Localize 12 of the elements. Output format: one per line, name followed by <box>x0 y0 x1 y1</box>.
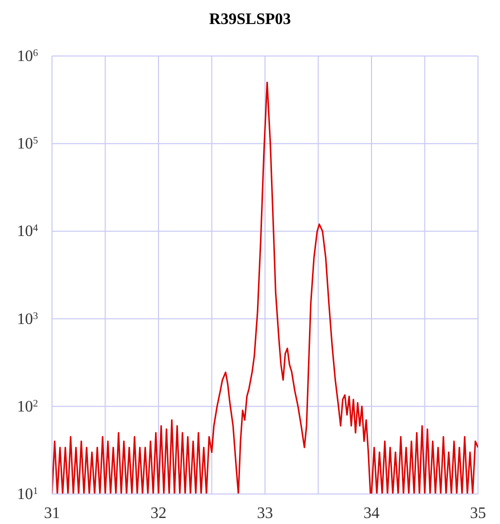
y-tick-label: 10$^{3}$ <box>17 310 38 328</box>
x-tick-label: 31 <box>44 505 60 522</box>
y-tick-label: 10$^{5}$ <box>17 135 38 153</box>
x-tick-label: 32 <box>150 505 166 522</box>
x-tick-label: 33 <box>257 505 273 522</box>
x-tick-label: 35 <box>470 505 486 522</box>
y-tick-label: 10$^{4}$ <box>17 222 38 240</box>
x-tick-label: 34 <box>364 505 380 522</box>
y-tick-label: 10$^{6}$ <box>17 48 38 65</box>
chart-title: R39SLSP03 <box>208 10 292 30</box>
y-tick-label: 10$^{1}$ <box>17 486 38 503</box>
y-tick-label: 10$^{2}$ <box>17 398 38 416</box>
